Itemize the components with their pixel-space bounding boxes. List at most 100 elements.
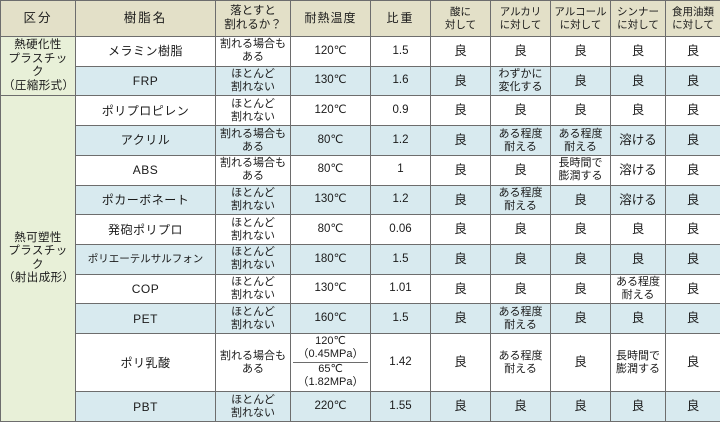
drop-test-cell: ほとんど 割れない — [215, 391, 291, 422]
table-row: 発砲ポリプロ ほとんど 割れない 80℃ 0.06 良良良良良 — [1, 214, 720, 246]
cooking-oil-resistance-cell: 良 — [665, 333, 720, 393]
column-header-heat-resistance: 耐熱温度 — [290, 0, 371, 37]
cooking-oil-resistance-cell: 良 — [665, 184, 720, 216]
heat-resistance-cell: 80℃ — [290, 125, 371, 156]
cooking-oil-resistance-cell: 良 — [665, 125, 720, 156]
cooking-oil-resistance-cell: 良 — [665, 36, 720, 67]
alkali-resistance-cell: ある程度 耐える — [490, 184, 551, 216]
table-row: 熱可塑性 プラスチック （射出成形） ポリプロピレン ほとんど 割れない 120℃ 0.9 良良… — [0, 95, 720, 422]
alcohol-resistance-cell: 良 — [550, 214, 611, 246]
acid-resistance-cell: 良 — [430, 303, 491, 335]
specific-gravity-cell: 1 — [370, 154, 431, 186]
category-label-line: （射出成形） — [3, 272, 75, 285]
cooking-oil-resistance-cell: 良 — [665, 391, 720, 422]
resin-name-cell: FRP — [75, 65, 216, 97]
specific-gravity-cell: 1.6 — [370, 65, 431, 97]
resin-name-cell: ポリプロピレン — [75, 95, 216, 127]
heat-resistance-top: 120℃ （0.45MPa） — [293, 335, 368, 363]
thinner-resistance-cell: 良 — [610, 244, 666, 275]
alkali-resistance-cell: わずかに 変化する — [490, 65, 551, 97]
thinner-resistance-cell: 良 — [610, 95, 666, 127]
table-row: 熱硬化性 プラスチック （圧縮形式） メラミン樹脂 割れる場合も ある 120℃ 1.5 良良良… — [0, 35, 720, 97]
drop-test-label-line1: 落とすと — [230, 4, 276, 17]
specific-gravity-cell: 1.5 — [370, 244, 431, 275]
cooking-oil-label-line2: に対して — [672, 18, 714, 31]
specific-gravity-cell: 1.01 — [370, 273, 431, 305]
acid-resistance-cell: 良 — [430, 214, 491, 246]
thinner-resistance-cell: 良 — [610, 65, 666, 97]
alcohol-label-line1: アルコール — [554, 6, 607, 19]
resin-name-cell: ポリ乳酸 — [75, 333, 216, 393]
specific-gravity-cell: 0.06 — [370, 214, 431, 246]
resin-name-cell: 発砲ポリプロ — [75, 214, 216, 246]
alkali-label-line1: アルカリ — [499, 6, 542, 19]
thinner-resistance-cell: 溶ける — [610, 154, 666, 186]
alcohol-resistance-cell: 良 — [550, 303, 611, 335]
cooking-oil-resistance-cell: 良 — [665, 65, 720, 97]
table-row: ABS 割れる場合も ある 80℃ 1 良良長時間で 膨潤する 溶ける良 — [1, 154, 720, 186]
drop-test-cell: 割れる場合も ある — [215, 333, 291, 393]
alkali-resistance-cell: 良 — [490, 36, 551, 67]
alkali-resistance-cell: ある程度 耐える — [490, 333, 551, 393]
specific-gravity-cell: 1.42 — [370, 333, 431, 393]
drop-test-cell: 割れる場合も ある — [215, 125, 291, 156]
specific-gravity-cell: 1.5 — [370, 303, 431, 335]
category-label-line: 熱硬化性 — [14, 39, 62, 52]
heat-resistance-cell: 160℃ — [290, 303, 371, 335]
category-label-line: （圧縮形式） — [3, 79, 75, 92]
thinner-resistance-cell: 良 — [610, 214, 666, 246]
table-row: PET ほとんど 割れない 160℃ 1.5 良ある程度 耐える良良良 — [1, 303, 720, 335]
alcohol-resistance-cell: 良 — [550, 36, 611, 67]
resin-name-cell: ABS — [75, 154, 216, 186]
thinner-resistance-cell: 溶ける — [610, 125, 666, 156]
category-cell-thermoset: 熱硬化性 プラスチック （圧縮形式） — [0, 35, 76, 97]
alcohol-resistance-cell: 良 — [550, 391, 611, 422]
acid-resistance-cell: 良 — [430, 333, 491, 393]
column-header-specific-gravity: 比重 — [370, 0, 431, 37]
cooking-oil-resistance-cell: 良 — [665, 244, 720, 275]
acid-label-line2: 対して — [444, 18, 477, 31]
acid-resistance-cell: 良 — [430, 273, 491, 305]
drop-test-label-line2: 割れるか？ — [224, 18, 282, 31]
alkali-resistance-cell: ある程度 耐える — [490, 303, 551, 335]
resin-name-cell: PET — [75, 303, 216, 335]
table-row: ポリ乳酸 割れる場合も ある 120℃ （0.45MPa） 65℃ （1.82MPa） 1.4… — [1, 333, 720, 393]
column-header-acid: 酸に 対して — [430, 0, 491, 37]
drop-test-cell: 割れる場合も ある — [215, 154, 291, 186]
resin-name-cell: COP — [75, 273, 216, 305]
alkali-resistance-cell: 良 — [490, 154, 551, 186]
drop-test-cell: ほとんど 割れない — [215, 273, 291, 305]
cooking-oil-resistance-cell: 良 — [665, 214, 720, 246]
alkali-resistance-cell: 良 — [490, 95, 551, 127]
alcohol-resistance-cell: 良 — [550, 65, 611, 97]
alkali-resistance-cell: 良 — [490, 391, 551, 422]
alcohol-resistance-cell: ある程度 耐える — [550, 125, 611, 156]
acid-resistance-cell: 良 — [430, 184, 491, 216]
thinner-resistance-cell: ある程度 耐える — [610, 273, 666, 305]
resin-name-cell: ポリエーテルサルフォン — [75, 244, 216, 275]
cooking-oil-resistance-cell: 良 — [665, 273, 720, 305]
drop-test-cell: ほとんど 割れない — [215, 65, 291, 97]
cooking-oil-resistance-cell: 良 — [665, 154, 720, 186]
drop-test-cell: ほとんど 割れない — [215, 214, 291, 246]
heat-resistance-cell: 180℃ — [290, 244, 371, 275]
table-body: 熱硬化性 プラスチック （圧縮形式） メラミン樹脂 割れる場合も ある 120℃ 1.5 良良良… — [0, 35, 720, 422]
column-header-cooking-oil: 食用油類 に対して — [665, 0, 720, 37]
alcohol-resistance-cell: 長時間で 膨潤する — [550, 154, 611, 186]
alcohol-resistance-cell: 良 — [550, 95, 611, 127]
acid-resistance-cell: 良 — [430, 65, 491, 97]
thinner-resistance-cell: 長時間で 膨潤する — [610, 333, 666, 393]
resin-name-cell: メラミン樹脂 — [75, 36, 216, 67]
cooking-oil-resistance-cell: 良 — [665, 303, 720, 335]
acid-label-line1: 酸に — [450, 6, 471, 19]
alcohol-resistance-cell: 良 — [550, 184, 611, 216]
alcohol-label-line2: に対して — [559, 18, 602, 31]
table-row: ポリエーテルサルフォン ほとんど 割れない 180℃ 1.5 良良良良良 — [1, 244, 720, 275]
heat-resistance-cell: 130℃ — [290, 184, 371, 216]
thinner-resistance-cell: 良 — [610, 36, 666, 67]
alcohol-resistance-cell: 良 — [550, 273, 611, 305]
specific-gravity-cell: 1.2 — [370, 125, 431, 156]
acid-resistance-cell: 良 — [430, 95, 491, 127]
heat-resistance-cell: 130℃ — [290, 65, 371, 97]
